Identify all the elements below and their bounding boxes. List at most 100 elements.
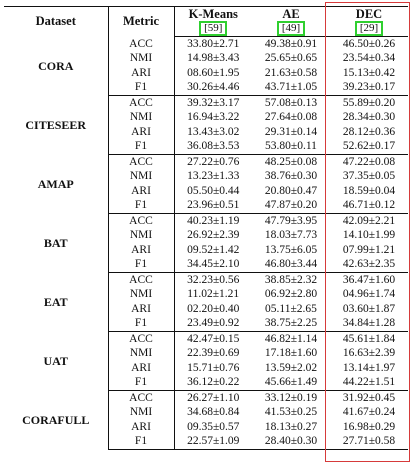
ae-value: 38.76±0.30 bbox=[264, 170, 318, 183]
ae-value: 43.71±1.05 bbox=[252, 80, 330, 96]
kmeans-value: 26.27±1.10 bbox=[187, 391, 240, 404]
table-row: BAT ACC 40.23±1.19 47.79±3.95 42.09±2.21 bbox=[4, 213, 408, 273]
kmeans-value: 09.52±1.42 bbox=[187, 243, 240, 256]
dec-value: 39.23±0.17 bbox=[330, 80, 408, 96]
metric-name: NMI bbox=[108, 228, 175, 243]
ae-value: 38.75±2.25 bbox=[252, 316, 330, 332]
table-row: F1 23.96±0.51 47.87±0.20 46.71±0.12 bbox=[4, 198, 408, 214]
cite-ae[interactable]: [49] bbox=[276, 21, 306, 36]
metric-name: ACC bbox=[108, 213, 175, 229]
table-row: ARI 15.71±0.76 13.59±2.02 13.14±1.97 bbox=[4, 361, 408, 376]
kmeans-value: 08.60±1.95 bbox=[187, 66, 240, 79]
dec-value: 47.22±0.08 bbox=[342, 155, 396, 168]
metric-name: ARI bbox=[108, 243, 175, 258]
cite-dec[interactable]: [29] bbox=[354, 21, 384, 36]
ae-value: 47.87±0.20 bbox=[252, 198, 330, 214]
kmeans-value: 05.50±0.44 bbox=[187, 184, 240, 197]
ae-value: 27.64±0.08 bbox=[264, 111, 318, 124]
metric-name: NMI bbox=[108, 287, 175, 302]
dec-value: 46.71±0.12 bbox=[330, 198, 408, 214]
cite-ae-label: [49] bbox=[281, 22, 301, 34]
ae-value: 53.80±0.11 bbox=[252, 139, 330, 155]
dec-value: 16.98±0.29 bbox=[342, 420, 396, 433]
dec-value: 28.12±0.36 bbox=[342, 125, 396, 138]
ae-value: 25.65±0.65 bbox=[264, 52, 318, 65]
dec-value: 34.84±1.28 bbox=[330, 316, 408, 332]
metric-name: F1 bbox=[108, 257, 175, 273]
ae-value: 48.25±0.08 bbox=[264, 155, 318, 168]
dec-value: 13.14±1.97 bbox=[342, 361, 396, 374]
kmeans-value: 27.22±0.76 bbox=[187, 155, 240, 168]
cite-dec-cell: [29] bbox=[330, 21, 408, 37]
metric-name: ARI bbox=[108, 302, 175, 317]
kmeans-value: 30.26±4.46 bbox=[174, 80, 252, 96]
metric-name: ACC bbox=[108, 331, 175, 347]
dec-value: 23.54±0.34 bbox=[342, 52, 396, 65]
metric-name: ARI bbox=[108, 125, 175, 140]
kmeans-value: 13.23±1.33 bbox=[187, 170, 240, 183]
metric-name: ACC bbox=[108, 95, 175, 111]
header-metric: Metric bbox=[108, 6, 175, 37]
kmeans-value: 02.20±0.40 bbox=[187, 302, 240, 315]
kmeans-value: 09.35±0.57 bbox=[187, 420, 240, 433]
metric-name: F1 bbox=[108, 80, 175, 96]
dec-value: 18.59±0.04 bbox=[342, 184, 396, 197]
table-row: NMI 14.98±3.43 25.65±0.65 23.54±0.34 bbox=[4, 51, 408, 66]
ae-value: 49.38±0.91 bbox=[264, 37, 318, 50]
cite-ae-cell: [49] bbox=[252, 21, 330, 37]
dec-value: 41.67±0.24 bbox=[342, 406, 396, 419]
table-row: ARI 08.60±1.95 21.63±0.58 15.13±0.42 bbox=[4, 66, 408, 81]
results-body: CORA ACC 33.80±2.71 49.38±0.91 46.50±0.26 NMI… bbox=[4, 36, 408, 450]
dec-value: 36.47±1.60 bbox=[342, 273, 396, 286]
ae-value: 41.53±0.25 bbox=[264, 406, 318, 419]
table-row: UAT ACC 42.47±0.15 46.82±1.14 45.61±1.84 bbox=[4, 331, 408, 391]
metric-name: ACC bbox=[108, 36, 175, 52]
dec-value: 03.60±1.87 bbox=[342, 302, 396, 315]
ae-value: 28.40±0.30 bbox=[252, 434, 330, 450]
cite-dec-label: [29] bbox=[359, 22, 379, 34]
ae-value: 13.75±6.05 bbox=[264, 243, 318, 256]
kmeans-value: 22.57±1.09 bbox=[174, 434, 252, 450]
dec-value: 42.63±2.35 bbox=[330, 257, 408, 273]
ae-value: 47.79±3.95 bbox=[264, 214, 318, 227]
kmeans-value: 42.47±0.15 bbox=[187, 332, 240, 345]
metric-name: F1 bbox=[108, 198, 175, 214]
metric-name: ACC bbox=[108, 390, 175, 406]
dec-value: 28.34±0.30 bbox=[342, 111, 396, 124]
ae-value: 46.80±3.44 bbox=[252, 257, 330, 273]
dataset-name: EAT bbox=[4, 272, 109, 332]
table-row: ARI 02.20±0.40 05.11±2.65 03.60±1.87 bbox=[4, 302, 408, 317]
ae-value: 18.03±7.73 bbox=[264, 229, 318, 242]
ae-value: 29.31±0.14 bbox=[264, 125, 318, 138]
table-row: CORAFULL ACC 26.27±1.10 33.12±0.19 31.92±0.4… bbox=[4, 390, 408, 450]
dataset-name: CORAFULL bbox=[4, 390, 109, 450]
kmeans-value: 23.49±0.92 bbox=[174, 316, 252, 332]
dec-value: 31.92±0.45 bbox=[342, 391, 396, 404]
kmeans-value: 16.94±3.22 bbox=[187, 111, 240, 124]
kmeans-value: 36.12±0.22 bbox=[174, 375, 252, 391]
table-row: NMI 13.23±1.33 38.76±0.30 37.35±0.05 bbox=[4, 169, 408, 184]
dec-value: 37.35±0.05 bbox=[342, 170, 396, 183]
dec-value: 44.22±1.51 bbox=[330, 375, 408, 391]
metric-name: ARI bbox=[108, 184, 175, 199]
ae-value: 21.63±0.58 bbox=[264, 66, 318, 79]
table-row: F1 30.26±4.46 43.71±1.05 39.23±0.17 bbox=[4, 80, 408, 96]
dec-value: 27.71±0.58 bbox=[330, 434, 408, 450]
dec-value: 45.61±1.84 bbox=[342, 332, 396, 345]
metric-name: F1 bbox=[108, 316, 175, 332]
ae-value: 46.82±1.14 bbox=[264, 332, 318, 345]
kmeans-value: 11.02±1.21 bbox=[187, 288, 240, 301]
kmeans-value: 26.92±2.39 bbox=[187, 229, 240, 242]
table-row: ARI 09.52±1.42 13.75±6.05 07.99±1.21 bbox=[4, 243, 408, 258]
metric-name: NMI bbox=[108, 110, 175, 125]
cite-kmeans[interactable]: [59] bbox=[199, 21, 228, 36]
table-row: NMI 16.94±3.22 27.64±0.08 28.34±0.30 bbox=[4, 110, 408, 125]
table-row: CORA ACC 33.80±2.71 49.38±0.91 46.50±0.26 bbox=[4, 36, 408, 96]
header-kmeans: K-Means bbox=[174, 6, 252, 21]
table-row: NMI 26.92±2.39 18.03±7.73 14.10±1.99 bbox=[4, 228, 408, 243]
metric-name: ARI bbox=[108, 361, 175, 376]
cite-kmeans-cell: [59] bbox=[174, 21, 252, 37]
header-ae: AE bbox=[252, 6, 330, 21]
ae-value: 17.18±1.60 bbox=[264, 347, 318, 360]
kmeans-value: 32.23±0.56 bbox=[187, 273, 240, 286]
